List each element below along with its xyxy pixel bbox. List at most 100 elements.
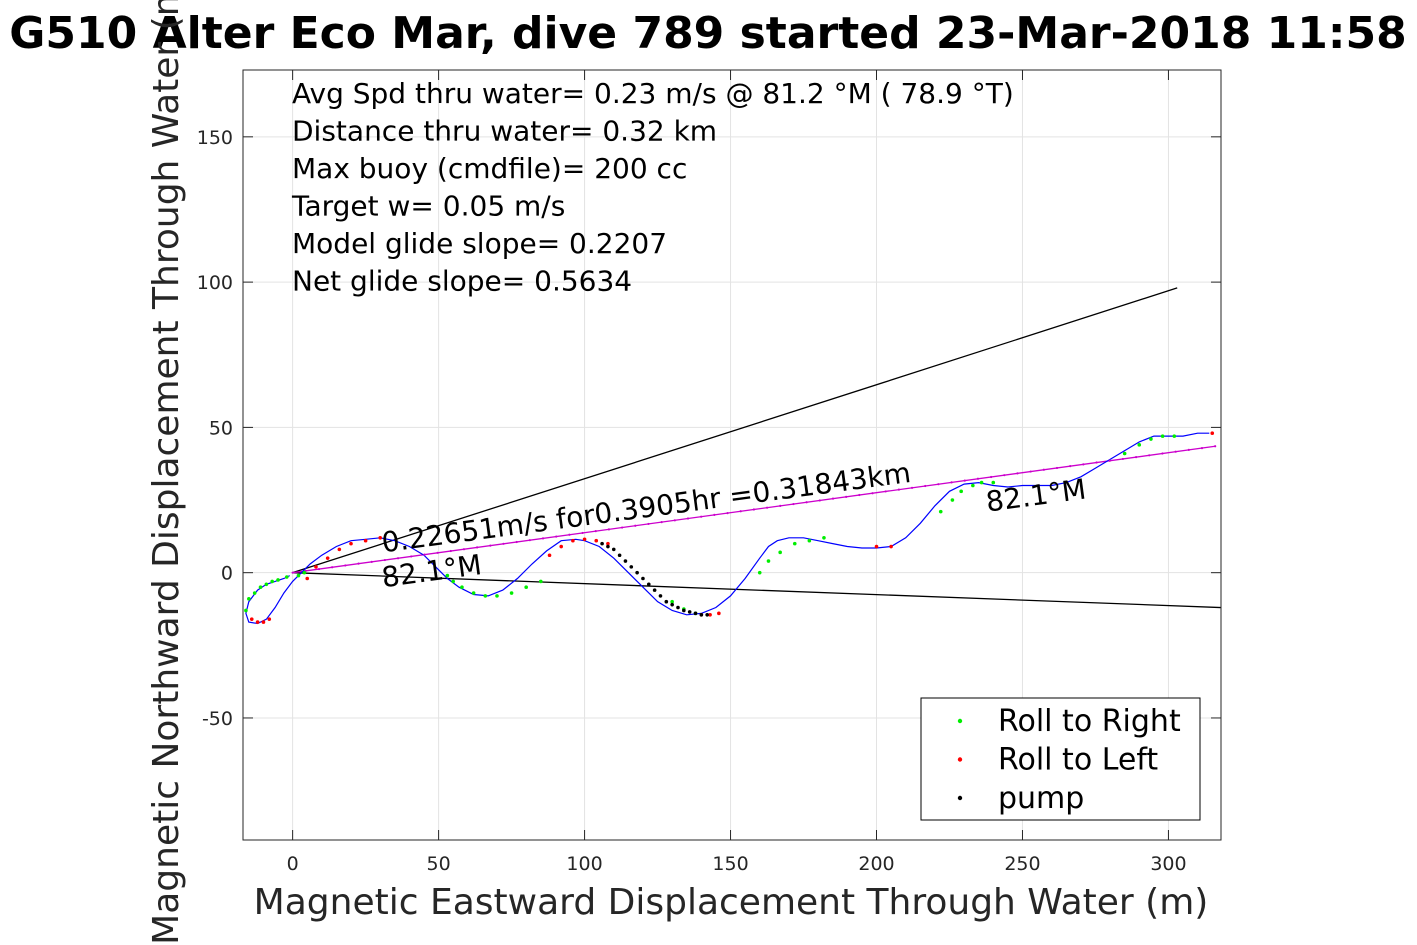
legend-entry: Roll to Right [998, 704, 1181, 739]
data-point [325, 556, 330, 560]
data-point [284, 575, 289, 579]
net-track-marker [1187, 448, 1190, 451]
y-tick-label: 100 [197, 272, 233, 294]
x-tick-label: 300 [1150, 853, 1186, 875]
net-track-marker [291, 571, 294, 574]
data-point [249, 617, 254, 621]
chart-title: G510 Alter Eco Mar, dive 789 started 23-… [9, 8, 1406, 59]
net-track-marker [515, 540, 518, 544]
net-track-marker [1029, 470, 1032, 473]
net-track-marker [713, 513, 716, 516]
track-line [245, 432, 1210, 625]
x-tick-label: 250 [1004, 853, 1040, 875]
x-tick-label: 0 [287, 853, 299, 875]
x-axis-label: Magnetic Eastward Displacement Through W… [254, 882, 1209, 923]
y-tick-label: 0 [221, 563, 233, 585]
data-point [807, 538, 812, 543]
data-point [1210, 431, 1215, 436]
net-track-marker [1174, 450, 1177, 453]
data-point [261, 620, 266, 624]
net-track-marker [489, 544, 492, 547]
data-point [699, 613, 704, 617]
info-text-block: Avg Spd thru water= 0.23 m/s @ 81.2 °M (… [291, 77, 1014, 298]
net-track-marker [1161, 452, 1164, 455]
net-track-marker [673, 519, 676, 522]
legend-marker [957, 757, 963, 762]
data-point [244, 608, 248, 613]
info-line: Target w= 0.05 m/s [291, 190, 565, 223]
net-track-marker [462, 548, 466, 551]
net-track-marker [370, 560, 373, 563]
net-track-marker [1003, 474, 1006, 477]
y-tick-label: -50 [202, 708, 233, 730]
net-track-marker [660, 521, 663, 524]
net-track-marker [1069, 465, 1072, 468]
data-point [302, 570, 307, 575]
data-point [538, 579, 543, 584]
net-track-marker [976, 477, 980, 480]
net-track-marker [383, 558, 386, 562]
data-point [652, 588, 657, 592]
info-line: Max buoy (cmdfile)= 200 cc [292, 152, 687, 185]
net-track-marker [871, 492, 874, 495]
net-track-marker [884, 490, 887, 493]
info-line: Distance thru water= 0.32 km [292, 115, 717, 148]
data-point [757, 570, 762, 575]
plot-frame [242, 69, 1222, 841]
net-track-marker [805, 501, 808, 504]
data-point [483, 594, 488, 598]
data-point [629, 565, 634, 569]
data-point [276, 578, 280, 582]
data-point [471, 591, 476, 595]
legend-entry: Roll to Left [998, 743, 1158, 778]
net-track-marker [726, 511, 729, 515]
data-point [670, 602, 674, 607]
data-point [247, 597, 251, 601]
points-layer [244, 431, 1217, 624]
net-track-marker [423, 553, 426, 556]
net-track-marker [317, 567, 321, 571]
data-point [611, 547, 616, 552]
data-point [495, 594, 499, 598]
net-track-marker [1095, 461, 1098, 464]
data-point [717, 611, 721, 616]
data-point [979, 480, 984, 485]
data-point [349, 541, 353, 546]
info-line: Avg Spd thru water= 0.23 m/s @ 81.2 °M (… [292, 77, 1014, 110]
net-track-marker [1016, 472, 1019, 475]
data-point [705, 613, 709, 617]
net-track-marker [607, 528, 611, 531]
net-track-marker [700, 515, 703, 518]
legend-marker [957, 718, 963, 724]
data-point [264, 582, 269, 587]
y-tick-label: 150 [197, 127, 233, 149]
data-point [600, 541, 604, 546]
data-point [822, 536, 826, 540]
net-track-marker [1214, 445, 1217, 448]
data-point [766, 559, 771, 563]
net-track-marker [436, 551, 439, 554]
net-track-marker [818, 499, 821, 502]
net-track-marker [621, 526, 624, 529]
data-point [270, 579, 274, 584]
x-tick-label: 150 [712, 853, 748, 875]
net-track-marker [541, 537, 545, 540]
data-point [460, 585, 464, 590]
net-track-marker [686, 517, 690, 520]
legend-entry: pump [998, 781, 1084, 816]
x-tick-label: 100 [566, 853, 602, 875]
data-point [778, 550, 782, 555]
net-track-marker [568, 533, 571, 536]
data-point [792, 541, 797, 546]
data-point [938, 509, 943, 514]
net-track-marker [739, 510, 742, 513]
data-point [1149, 437, 1153, 441]
net-track-marker [765, 506, 769, 509]
data-point [509, 591, 514, 595]
net-track-marker [1042, 468, 1045, 471]
data-point [635, 570, 639, 575]
x-tick-label: 200 [858, 853, 894, 875]
data-point [670, 599, 674, 604]
net-track-marker [858, 493, 861, 497]
data-point [708, 613, 712, 617]
